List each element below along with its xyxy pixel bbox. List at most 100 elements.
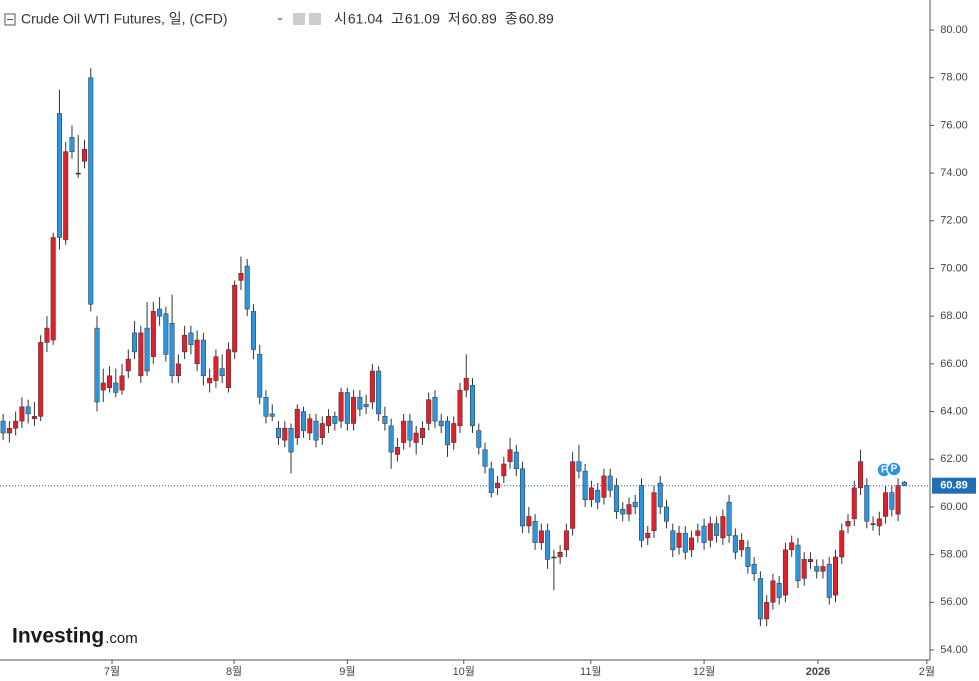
candle-body — [81, 149, 87, 162]
candle-body — [107, 375, 113, 388]
candle-body — [419, 427, 425, 439]
candle-body — [801, 559, 807, 579]
dropdown-arrow[interactable] — [277, 18, 283, 21]
candle-body — [463, 377, 469, 391]
x-tick-label: 12월 — [693, 665, 715, 678]
candle-body — [344, 392, 350, 424]
ohlc-value: 61.09 — [405, 11, 440, 27]
candle-body — [38, 342, 44, 417]
candle-body — [795, 544, 801, 582]
y-tick-label: 78.00 — [940, 72, 968, 84]
candle-body — [257, 354, 263, 398]
candle-body — [864, 485, 870, 522]
watermark-brand: Investing — [12, 625, 104, 648]
candle-body — [225, 349, 231, 388]
candle-body — [638, 485, 644, 541]
candle-body — [814, 566, 820, 572]
candle-body — [376, 370, 382, 415]
candle-body — [294, 408, 300, 439]
y-tick-label: 80.00 — [940, 24, 968, 36]
candle-body — [144, 327, 150, 372]
candle-body — [588, 487, 594, 501]
candle-body — [219, 368, 225, 377]
candle-body — [457, 389, 463, 427]
candle-body — [288, 427, 294, 453]
y-tick-label: 64.00 — [940, 405, 968, 417]
candle-body — [607, 475, 613, 491]
candle-body — [125, 358, 131, 372]
candle-body — [739, 540, 745, 551]
y-tick-label: 72.00 — [940, 215, 968, 227]
ohlc-value: 61.04 — [348, 11, 383, 27]
candle-body — [626, 504, 632, 515]
candle-body — [764, 602, 770, 620]
candle-body — [275, 427, 282, 439]
candle-body — [244, 265, 250, 310]
chart-title: Crude Oil WTI Futures, 일, (CFD) — [21, 11, 228, 27]
candle-body — [13, 420, 19, 429]
candle-body — [132, 332, 138, 353]
candle-body — [0, 420, 6, 434]
candle-body — [69, 137, 75, 152]
candle-body — [620, 509, 626, 515]
candle-body — [895, 485, 901, 515]
candle-body — [50, 237, 56, 341]
candle-body — [351, 396, 357, 424]
x-tick-label: 7월 — [104, 665, 120, 678]
candle-body — [313, 420, 319, 441]
candle-body — [532, 520, 538, 543]
event-marker-label: P — [891, 464, 898, 475]
candle-body — [782, 549, 788, 596]
candle-body — [645, 532, 651, 539]
candle-body — [714, 523, 720, 536]
candle-body — [75, 172, 81, 175]
candle-body — [94, 327, 100, 403]
ohlc-label: 고 — [391, 11, 404, 27]
candle-body — [851, 487, 857, 520]
settings-icon[interactable] — [309, 13, 321, 25]
candle-body — [701, 525, 707, 543]
x-tick-label: 2026 — [806, 666, 830, 678]
candle-body — [100, 382, 106, 391]
y-tick-label: 70.00 — [940, 262, 968, 274]
candle-body — [732, 535, 738, 553]
y-tick-label: 58.00 — [940, 549, 968, 561]
ohlc-label: 종 — [505, 11, 518, 27]
candle-body — [664, 506, 670, 522]
candle-body — [394, 447, 400, 455]
header: Crude Oil WTI Futures, 일, (CFD) 시 61.04 고 6… — [4, 11, 554, 27]
candle-body — [232, 284, 238, 353]
candle-body — [551, 556, 557, 559]
candle-body — [726, 501, 732, 536]
ohlc-label: 저 — [448, 11, 461, 27]
candle-body — [338, 392, 344, 422]
candle-body — [507, 449, 513, 462]
candle-body — [207, 377, 213, 384]
candle-body — [770, 580, 776, 603]
candle-body — [332, 416, 338, 424]
candle-body — [238, 273, 244, 281]
y-tick-label: 66.00 — [940, 358, 968, 370]
candle-body — [413, 432, 419, 443]
candle-body — [632, 501, 638, 508]
candle-body — [470, 385, 476, 427]
visibility-icon[interactable] — [293, 13, 305, 25]
candle-body — [357, 396, 363, 410]
candle-body — [163, 313, 169, 355]
candle-body — [682, 532, 688, 553]
event-marker[interactable] — [886, 461, 902, 477]
candle-body — [194, 339, 200, 365]
candle-body — [689, 537, 695, 551]
candle-body — [901, 481, 907, 486]
candle-body — [250, 311, 256, 350]
candle-body — [576, 461, 582, 472]
candle-body — [545, 530, 551, 560]
candle-body — [363, 404, 369, 408]
candle-body — [595, 489, 601, 503]
candle-body — [570, 461, 576, 529]
x-tick-label: 11월 — [580, 665, 602, 678]
x-tick-label: 10월 — [453, 665, 475, 678]
collapse-icon[interactable] — [4, 13, 16, 26]
candle-body — [832, 556, 839, 596]
candle-body — [301, 411, 307, 431]
